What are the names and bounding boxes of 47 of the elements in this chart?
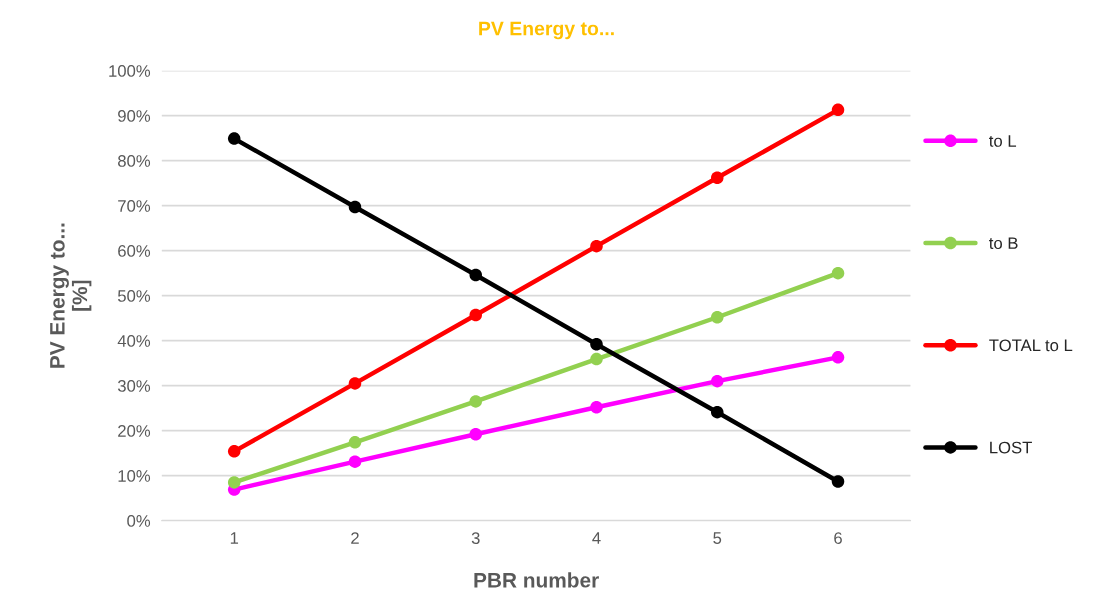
point	[590, 352, 603, 366]
y-tick-label: 100%	[109, 65, 151, 77]
y-tick-label: 30%	[117, 380, 151, 392]
legend-label: to L	[989, 135, 1017, 147]
point	[590, 401, 603, 414]
point	[469, 428, 482, 441]
point	[348, 200, 362, 214]
y-tick-label: 60%	[118, 245, 151, 257]
point	[831, 103, 845, 117]
point	[711, 374, 724, 388]
point	[348, 455, 362, 468]
x-tick-label: 2	[351, 532, 359, 544]
y-tick-label: 10%	[118, 470, 151, 482]
point	[831, 475, 845, 488]
point	[711, 405, 724, 419]
y-tick-label: 70%	[118, 200, 151, 212]
x-axis-title: PBR number	[474, 572, 599, 588]
point	[227, 476, 241, 489]
point	[469, 308, 482, 322]
point	[831, 266, 845, 280]
x-tick-label: 4	[592, 532, 601, 544]
legend-label: to B	[989, 237, 1018, 250]
y-tick-label: 50%	[117, 290, 151, 302]
point	[590, 239, 603, 253]
legend-label: LOST	[990, 441, 1032, 454]
chart-title: PV Energy to...	[479, 21, 614, 40]
y-tick-label: 20%	[118, 425, 151, 437]
point	[227, 445, 241, 458]
point	[227, 132, 241, 145]
x-tick-label: 6	[834, 532, 842, 544]
y-axis-title: PV Energy to... [%]	[50, 223, 92, 368]
point	[469, 395, 482, 408]
y-tick-label: 0%	[127, 515, 151, 527]
point	[711, 311, 724, 324]
legend-label: TOTAL to L	[989, 339, 1073, 352]
point	[711, 171, 724, 185]
point	[469, 268, 482, 282]
x-tick-label: 3	[471, 532, 480, 544]
point	[831, 351, 845, 364]
x-tick-label: 5	[713, 532, 722, 544]
y-tick-label: 40%	[117, 335, 151, 347]
point	[348, 377, 362, 390]
point	[590, 338, 603, 351]
y-tick-label: 80%	[118, 155, 151, 167]
point	[348, 436, 362, 449]
y-tick-label: 90%	[118, 110, 151, 122]
x-tick-label: 1	[230, 532, 239, 544]
